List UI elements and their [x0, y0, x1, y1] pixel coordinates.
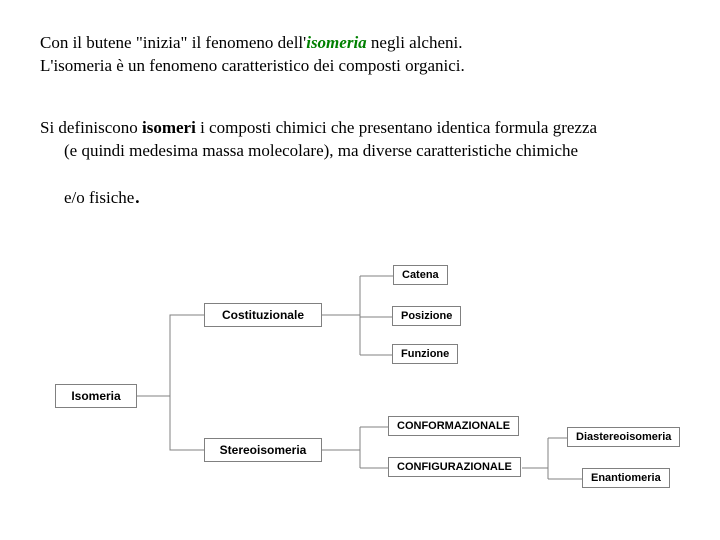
intro-line-1b: negli alcheni. — [367, 33, 463, 52]
def-line-3dot: . — [134, 183, 140, 209]
diagram-connectors — [0, 0, 720, 540]
node-funzione: Funzione — [392, 344, 458, 364]
node-diastereoisomeria: Diastereoisomeria — [567, 427, 680, 447]
def-line-2: (e quindi medesima massa molecolare), ma… — [64, 140, 578, 163]
node-configurazionale: CONFIGURAZIONALE — [388, 457, 521, 477]
node-posizione: Posizione — [392, 306, 461, 326]
def-line-3a: e/o fisiche — [64, 188, 134, 207]
def-line-1a: Si definiscono — [40, 118, 142, 137]
intro-line-1: Con il butene "inizia" il fenomeno dell'… — [40, 32, 463, 55]
node-catena: Catena — [393, 265, 448, 285]
node-costituzionale: Costituzionale — [204, 303, 322, 327]
node-stereoisomeria: Stereoisomeria — [204, 438, 322, 462]
node-enantiomeria: Enantiomeria — [582, 468, 670, 488]
intro-emph: isomeria — [306, 33, 366, 52]
node-isomeria: Isomeria — [55, 384, 137, 408]
intro-line-2: L'isomeria è un fenomeno caratteristico … — [40, 55, 465, 78]
def-line-1: Si definiscono isomeri i composti chimic… — [40, 117, 597, 140]
intro-line-1a: Con il butene "inizia" il fenomeno dell' — [40, 33, 306, 52]
def-line-3: e/o fisiche. — [64, 180, 140, 212]
def-line-1c: i composti chimici che presentano identi… — [196, 118, 597, 137]
node-conformazionale: CONFORMAZIONALE — [388, 416, 519, 436]
def-line-1b: isomeri — [142, 118, 196, 137]
